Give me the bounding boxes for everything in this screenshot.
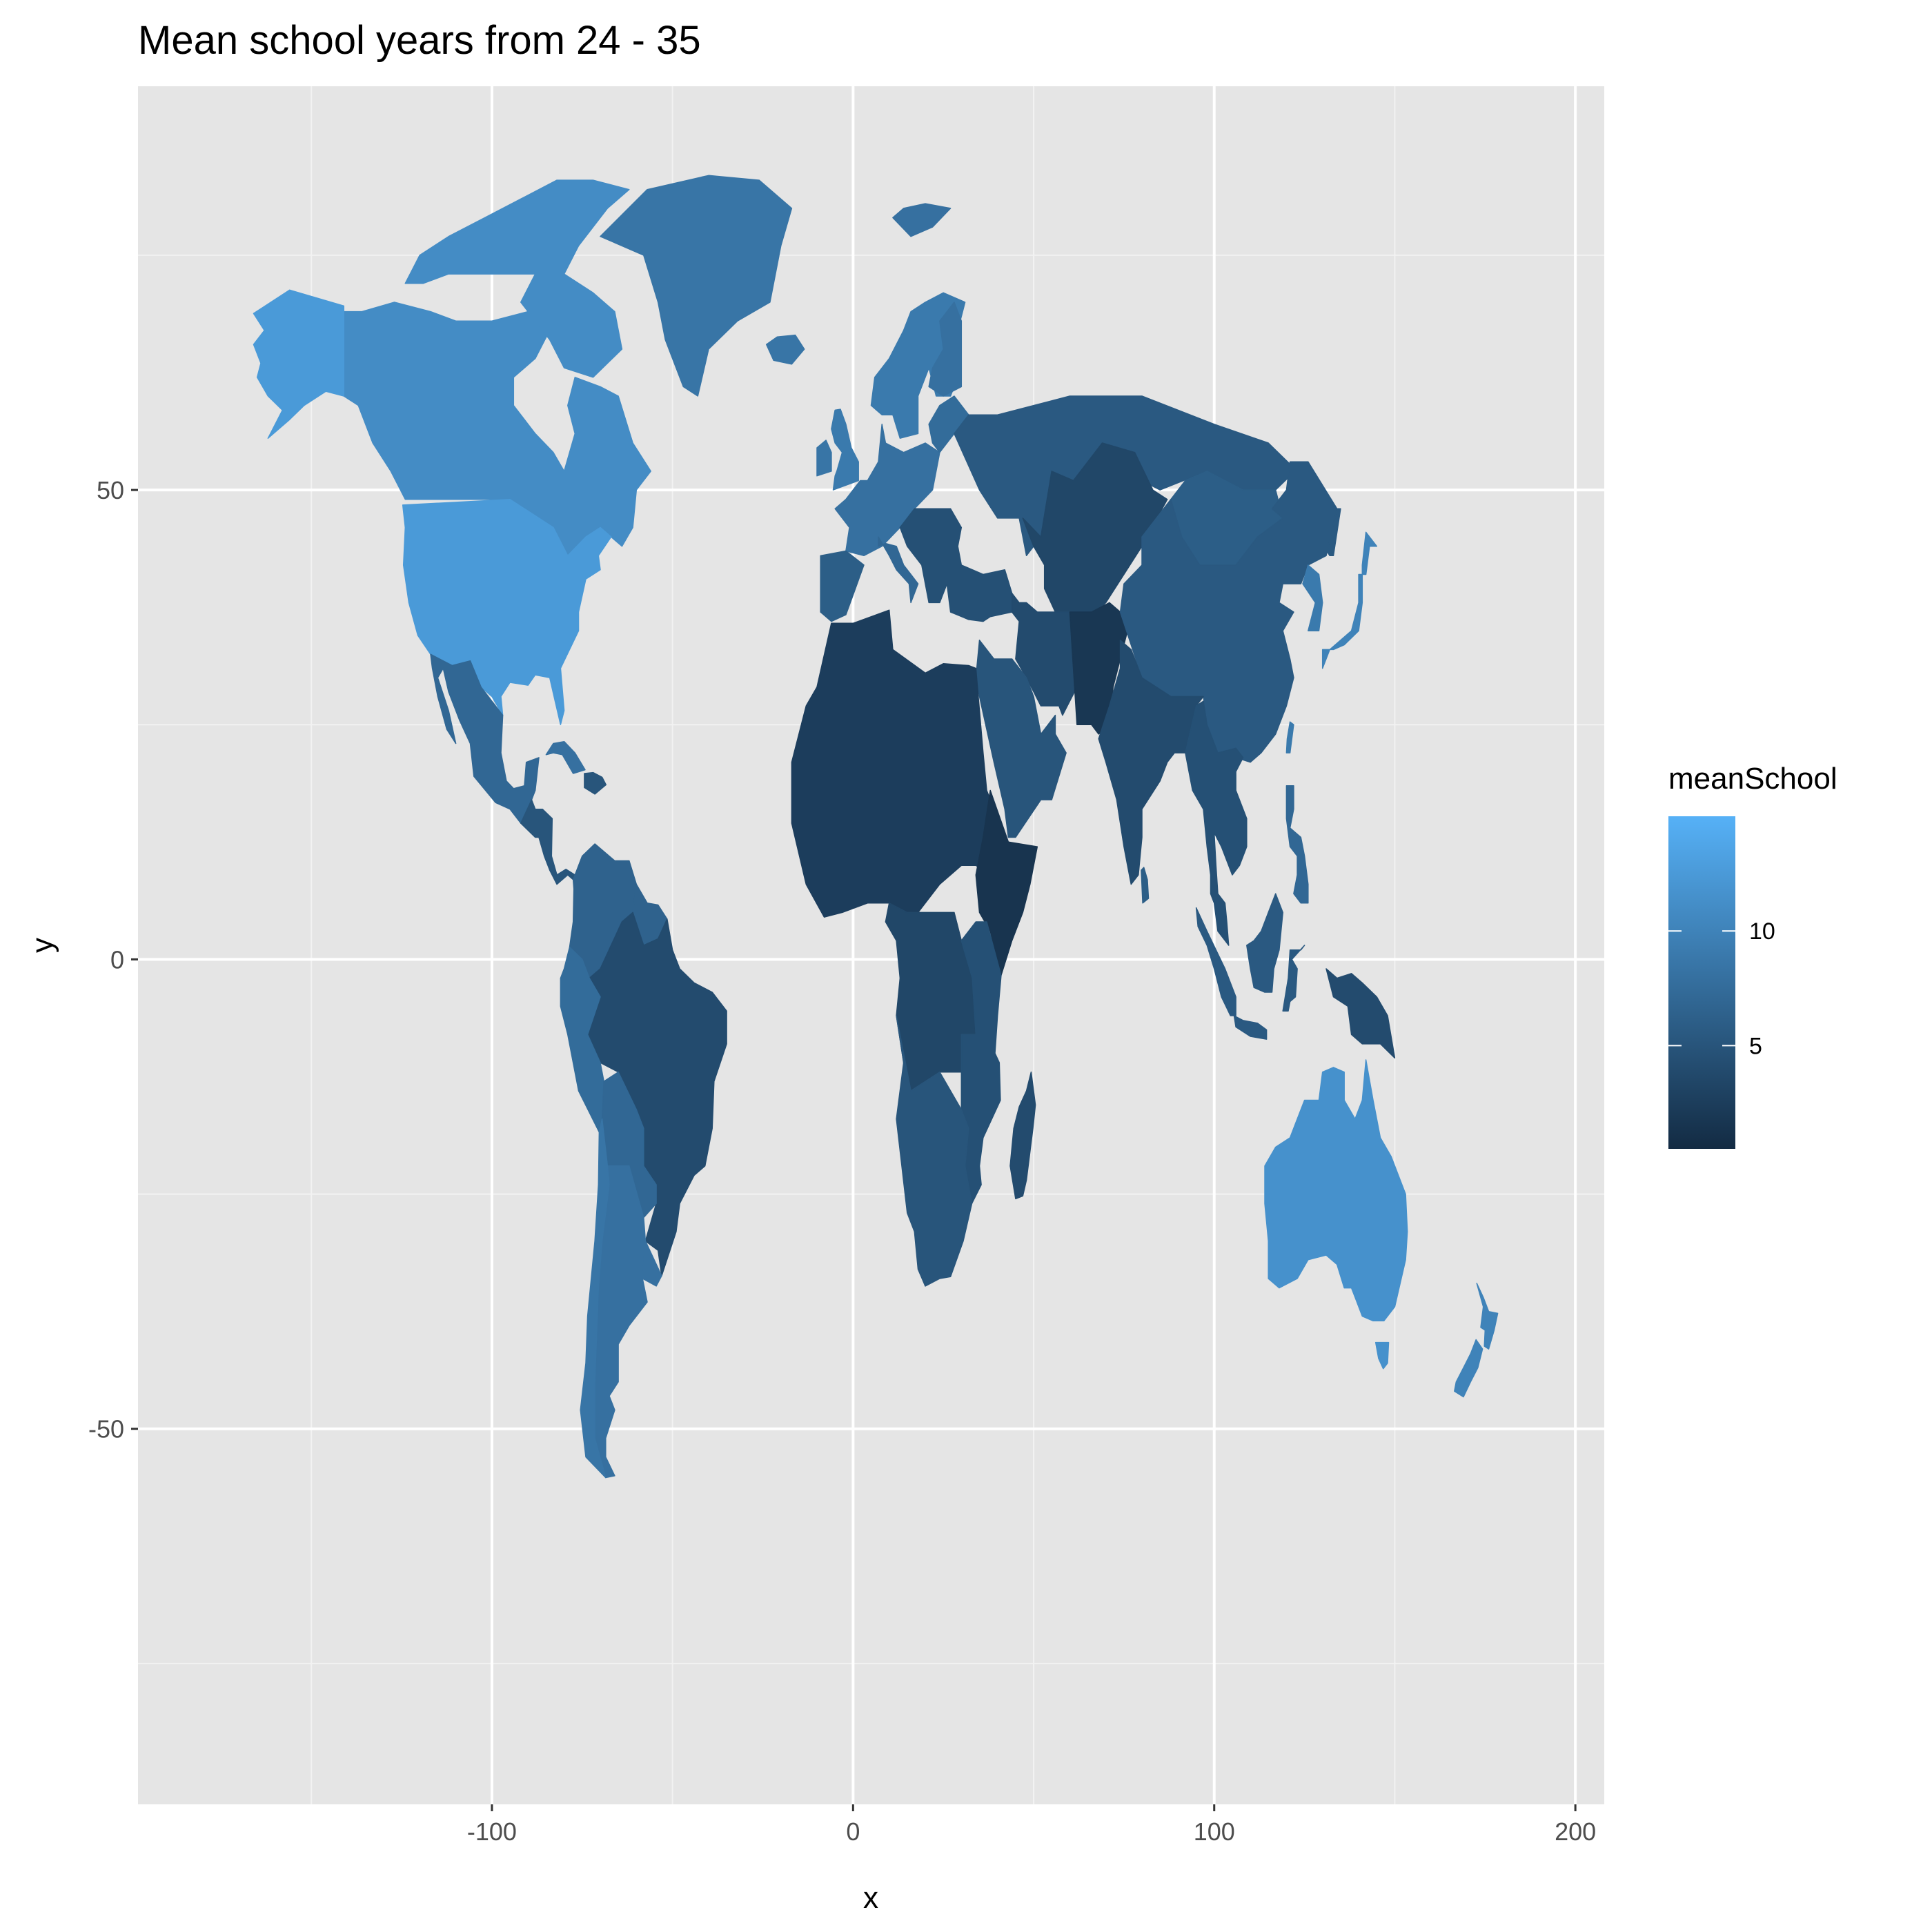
- x-tick-label: 0: [846, 1817, 860, 1846]
- region-chile: [580, 1118, 610, 1479]
- region-iran-and-caucasus: [1011, 593, 1078, 716]
- region-uruguay: [642, 1240, 662, 1287]
- region-java: [1233, 1015, 1268, 1040]
- map-regions: [253, 175, 1499, 1479]
- region-hispaniola: [584, 771, 607, 795]
- region-eastern-europe: [928, 395, 969, 453]
- region-india: [1098, 640, 1204, 885]
- region-philippines: [1285, 785, 1309, 904]
- region-sulawesi: [1282, 945, 1305, 1012]
- region-cuba: [545, 740, 586, 774]
- region-southern-africa: [896, 1015, 973, 1287]
- region-peru-ecuador: [560, 946, 604, 1133]
- region-tasmania: [1374, 1341, 1390, 1370]
- x-tick-label: -100: [467, 1817, 517, 1846]
- region-iberia: [820, 550, 865, 622]
- x-axis-label: x: [863, 1881, 878, 1915]
- y-axis-ticks: -50 0 50: [88, 476, 138, 1443]
- region-east-africa: [960, 921, 1002, 1204]
- region-canadian-arctic-islands: [404, 179, 630, 284]
- region-arabian-peninsula: [975, 640, 1067, 838]
- region-western-europe: [834, 424, 940, 557]
- region-italy: [878, 536, 919, 604]
- legend-tick-label: 5: [1749, 1033, 1762, 1059]
- region-sumatra: [1195, 907, 1236, 1016]
- chart-title: Mean school years from 24 - 35: [138, 18, 701, 63]
- region-korea: [1302, 564, 1323, 631]
- region-sri-lanka: [1141, 867, 1150, 904]
- region-southeast-asia: [1185, 700, 1248, 946]
- region-svalbard: [892, 203, 952, 237]
- region-finland: [928, 302, 963, 397]
- y-tick-label: 50: [97, 476, 124, 504]
- x-tick-label: 100: [1194, 1817, 1235, 1846]
- x-axis-ticks: -100 0 100 200: [467, 1804, 1596, 1846]
- region-new-zealand-south: [1454, 1339, 1483, 1398]
- region-alaska: [253, 289, 345, 439]
- legend-tick-label: 10: [1749, 918, 1775, 945]
- region-madagascar: [1009, 1071, 1036, 1200]
- region-greenland: [600, 175, 793, 397]
- region-afghanistan-pakistan: [1069, 602, 1128, 735]
- legend: meanSchool 5 10: [1668, 762, 1837, 1149]
- y-tick-label: -50: [88, 1415, 124, 1443]
- region-new-zealand-north: [1476, 1283, 1499, 1350]
- region-canada: [343, 302, 651, 557]
- region-taiwan: [1285, 721, 1294, 753]
- region-new-guinea: [1325, 968, 1396, 1059]
- region-baffin-island: [520, 273, 623, 378]
- region-great-britain: [831, 408, 859, 491]
- legend-color-bar: [1668, 816, 1735, 1149]
- region-horn-of-africa: [975, 789, 1038, 976]
- region-balkans-and-turkey: [899, 508, 1013, 622]
- region-ireland: [816, 440, 832, 477]
- region-australia: [1264, 1059, 1408, 1322]
- legend-ticks: 5 10: [1668, 918, 1775, 1059]
- y-tick-label: 0: [110, 945, 124, 974]
- x-tick-label: 200: [1555, 1817, 1596, 1846]
- region-iceland: [765, 334, 805, 365]
- legend-title: meanSchool: [1668, 762, 1837, 796]
- region-japan: [1321, 531, 1378, 669]
- region-mexico: [430, 653, 540, 824]
- region-borneo: [1246, 893, 1283, 993]
- y-axis-label: y: [26, 938, 59, 953]
